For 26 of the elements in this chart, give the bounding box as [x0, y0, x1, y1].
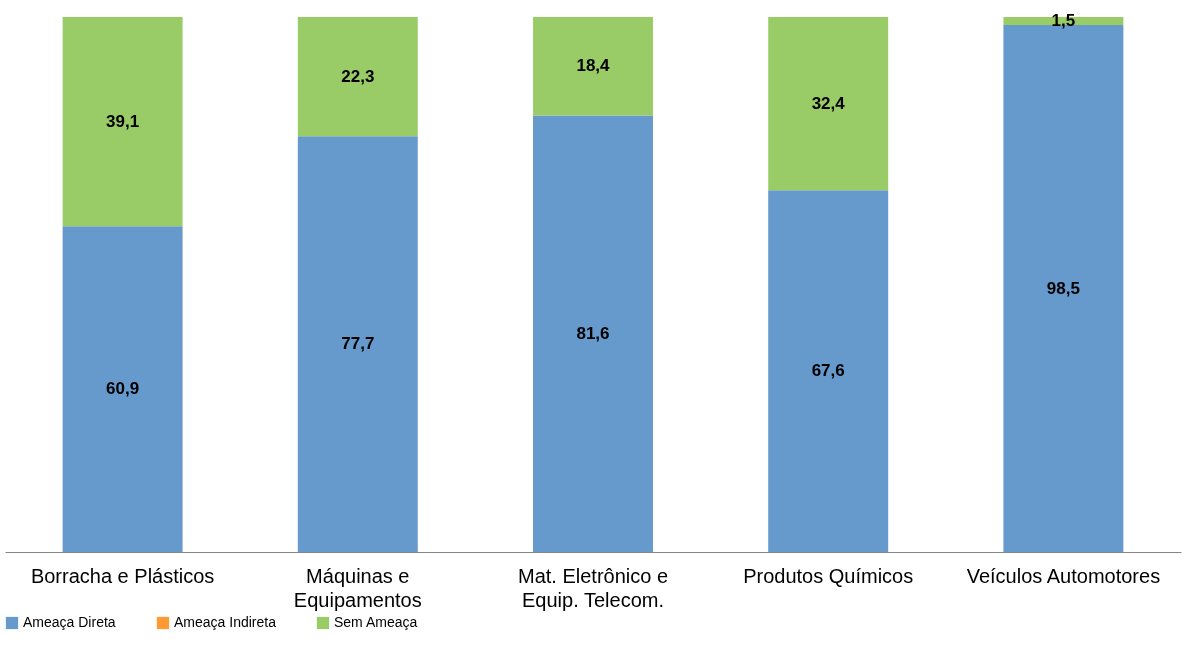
- bar: [533, 17, 653, 116]
- x-tick-label: Veículos Automotores: [966, 564, 1161, 587]
- legend-label: Ameaça Direta: [23, 614, 116, 630]
- bar: [768, 17, 889, 191]
- data-label: 60,9: [106, 379, 140, 399]
- x-tick-label: Mat. Eletrônico e Equip. Telecom.: [517, 564, 669, 611]
- legend-label: Sem Ameaça: [334, 614, 418, 630]
- data-label: 67,6: [811, 361, 845, 381]
- legend-label: Ameaça Indireta: [174, 614, 277, 630]
- bar: [62, 17, 183, 227]
- data-label: 1,5: [1051, 11, 1076, 31]
- data-label: 39,1: [106, 111, 140, 131]
- x-tick-label: Borracha e Plásticos: [30, 564, 215, 587]
- x-tick-label: Máquinas e Equipamentos: [293, 564, 422, 611]
- data-label: 98,5: [1046, 278, 1080, 298]
- bar: [533, 115, 653, 552]
- bar: [768, 190, 889, 552]
- data-label: 81,6: [576, 323, 610, 343]
- bar: [62, 226, 183, 552]
- bar: [297, 136, 418, 552]
- data-label: 32,4: [811, 93, 846, 113]
- bar: [297, 17, 418, 137]
- x-tick-label: Produtos Químicos: [743, 564, 914, 587]
- data-label: 77,7: [341, 334, 375, 354]
- data-label: 18,4: [576, 56, 611, 76]
- data-label: 22,3: [341, 66, 375, 86]
